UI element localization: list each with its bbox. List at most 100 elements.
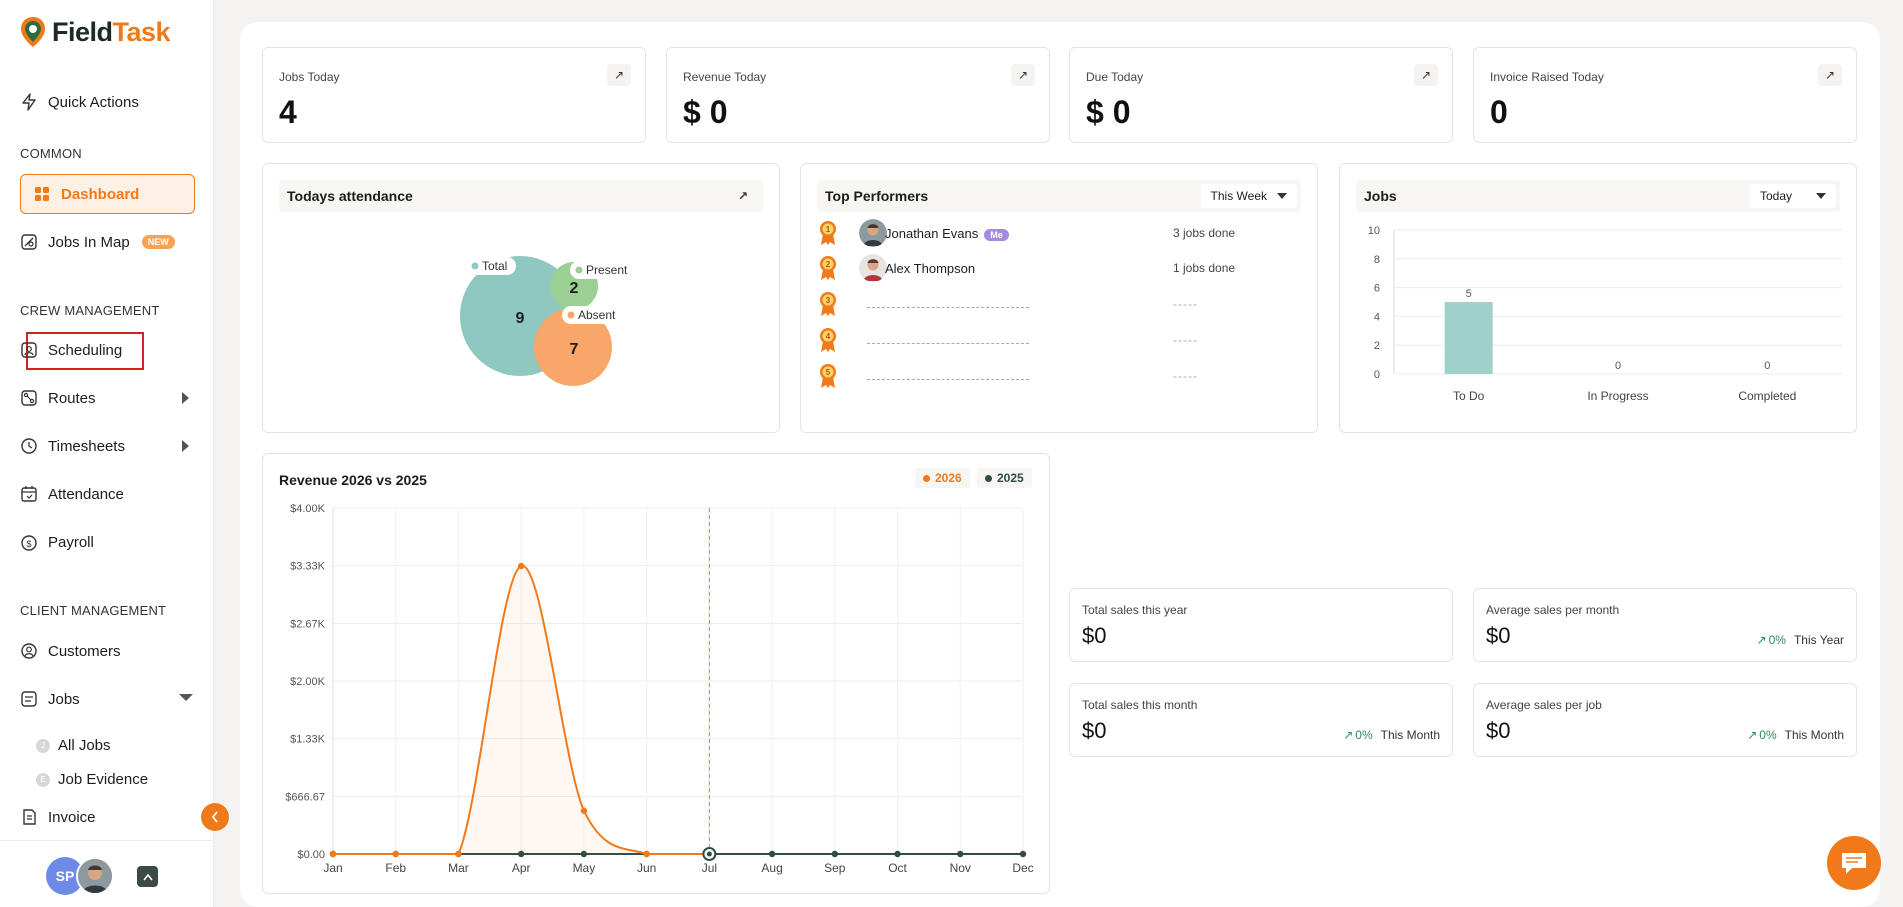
present-value: 2 xyxy=(570,280,579,297)
stat-value: $ 0 xyxy=(1086,94,1131,130)
period-dropdown[interactable]: Today xyxy=(1749,184,1836,208)
sidebar-item-routes[interactable]: Routes xyxy=(20,382,96,414)
stat-label: Invoice Raised Today xyxy=(1490,70,1604,84)
open-arrow-button[interactable]: ↗ xyxy=(1818,64,1842,86)
x-tick-label: Apr xyxy=(512,861,531,875)
data-label: 0 xyxy=(1764,360,1770,372)
sales-value: $0 xyxy=(1486,718,1511,743)
chevron-right-icon[interactable] xyxy=(182,440,189,452)
data-label: 5 xyxy=(1466,288,1472,300)
sidebar-item-label: Attendance xyxy=(48,485,124,503)
performer-avatar xyxy=(859,219,887,247)
sidebar-item-label: Quick Actions xyxy=(48,93,139,111)
y-tick-label: 6 xyxy=(1374,283,1380,295)
period-dropdown[interactable]: This Week xyxy=(1200,184,1297,208)
placeholder-text: ----- xyxy=(1173,297,1198,311)
y-tick-label: $4.00K xyxy=(290,503,326,515)
performer-row[interactable]: 1 Jonathan Evans Me 3 jobs done xyxy=(819,218,1301,248)
stat-value: 4 xyxy=(279,94,297,130)
absent-bubble xyxy=(534,308,612,386)
sidebar-item-attendance[interactable]: Attendance xyxy=(20,478,124,510)
stat-value: $ 0 xyxy=(683,94,728,130)
attendance-panel: Todays attendance ↗ 9 2 7 Total Present … xyxy=(262,163,780,433)
bar-to-do xyxy=(1444,302,1493,374)
medal-4-icon: 4 xyxy=(820,328,836,352)
svg-text:5: 5 xyxy=(826,368,831,377)
sidebar-item-label: Timesheets xyxy=(48,437,125,455)
performer-row[interactable]: 2 Alex Thompson 1 jobs done xyxy=(819,253,1301,283)
sidebar-item-label: Invoice xyxy=(48,808,96,826)
placeholder-text: ----- xyxy=(1173,369,1198,383)
dot-icon: E xyxy=(36,772,50,787)
jobs-panel: Jobs Today 10 8 6 4 2 0 5 To Do 0 In Progress 0 Com… xyxy=(1339,163,1857,433)
x-tick-label: Sep xyxy=(824,861,846,875)
chat-button[interactable] xyxy=(1827,836,1881,890)
stat-card-revenue-today[interactable]: Revenue Today $ 0 ↗ xyxy=(666,47,1050,143)
sidebar-item-dashboard[interactable]: Dashboard xyxy=(20,174,195,214)
hover-point-center xyxy=(706,851,712,857)
sidebar-item-timesheets[interactable]: Timesheets xyxy=(20,430,125,462)
new-badge: NEW xyxy=(141,235,175,249)
data-label: 0 xyxy=(1615,360,1621,372)
sidebar-item-quick-actions[interactable]: Quick Actions xyxy=(20,86,139,118)
y-tick-label: $666.67 xyxy=(285,791,325,803)
stat-card-due-today[interactable]: Due Today $ 0 ↗ xyxy=(1069,47,1453,143)
stat-card-invoice-raised[interactable]: Invoice Raised Today 0 ↗ xyxy=(1473,47,1857,143)
attendance-bubble-chart: 9 2 7 Total Present Absent xyxy=(460,256,634,386)
sales-change: ↗ 0% This Year xyxy=(1757,633,1844,647)
chevron-left-icon xyxy=(211,811,218,823)
performer-name: Alex Thompson xyxy=(885,260,976,276)
absent-dot xyxy=(567,311,575,319)
section-label-crew: CREW MANAGEMENT xyxy=(20,303,160,318)
open-arrow-button[interactable]: ↗ xyxy=(731,185,755,207)
stat-value: 0 xyxy=(1490,94,1508,130)
open-arrow-button[interactable]: ↗ xyxy=(607,64,631,86)
chevron-right-icon[interactable] xyxy=(182,392,189,404)
stat-card-jobs-today[interactable]: Jobs Today 4 ↗ xyxy=(262,47,646,143)
logo[interactable]: FieldTask xyxy=(20,16,171,48)
arrow-up-right-icon: ↗ xyxy=(737,189,749,203)
sidebar-item-payroll[interactable]: $ Payroll xyxy=(20,526,94,558)
change-pct: 0% xyxy=(1768,633,1786,647)
open-arrow-button[interactable]: ↗ xyxy=(1011,64,1035,86)
sales-value: $0 xyxy=(1082,718,1107,743)
legend-2026[interactable]: 2026 xyxy=(915,468,970,488)
x-tick-label: Aug xyxy=(761,861,782,875)
point-2025 xyxy=(1019,850,1027,858)
sidebar-item-jobs-in-map[interactable]: Jobs In Map NEW xyxy=(20,226,175,258)
legend-label: 2025 xyxy=(997,471,1024,485)
placeholder-text: ----- xyxy=(1173,333,1198,347)
y-tick-label: 10 xyxy=(1368,225,1380,237)
sidebar-subitem-job-evidence[interactable]: E Job Evidence xyxy=(36,771,148,788)
main-content: Jobs Today 4 ↗ Revenue Today $ 0 ↗ Due T… xyxy=(240,22,1880,907)
jobs-done: 1 jobs done xyxy=(1173,261,1236,275)
panel-title: Todays attendance xyxy=(287,188,413,204)
calendar-icon xyxy=(20,485,38,503)
section-label-common: COMMON xyxy=(20,146,82,161)
x-tick-label: Dec xyxy=(1012,861,1033,875)
avatar[interactable] xyxy=(76,857,114,895)
sidebar-item-invoice[interactable]: Invoice xyxy=(20,801,96,833)
sidebar-item-label: Job Evidence xyxy=(58,771,149,788)
sidebar-item-label: Scheduling xyxy=(48,341,123,359)
chat-icon xyxy=(1842,853,1866,874)
svg-text:4: 4 xyxy=(826,332,831,341)
performer-row-empty: 4 ----- xyxy=(819,325,1301,355)
sidebar-item-customers[interactable]: Customers xyxy=(20,635,121,667)
sidebar-item-jobs[interactable]: Jobs xyxy=(20,683,80,715)
change-period: This Month xyxy=(1784,728,1844,742)
jobs-icon xyxy=(20,690,38,708)
arrow-up-right-icon: ↗ xyxy=(1824,68,1836,82)
open-arrow-button[interactable]: ↗ xyxy=(1414,64,1438,86)
me-badge: Me xyxy=(984,228,1009,241)
sidebar-item-scheduling[interactable]: Scheduling xyxy=(20,334,122,366)
location-pin-icon xyxy=(21,17,45,47)
sidebar-subitem-all-jobs[interactable]: J All Jobs xyxy=(36,737,111,754)
present-dot xyxy=(575,266,583,274)
legend-2025[interactable]: 2025 xyxy=(977,468,1032,488)
collapse-sidebar-button[interactable] xyxy=(201,803,229,831)
point-2025 xyxy=(894,850,901,858)
chevron-down-icon[interactable] xyxy=(179,694,193,701)
expand-up-button[interactable] xyxy=(137,866,158,887)
panel-title: Top Performers xyxy=(825,188,929,204)
